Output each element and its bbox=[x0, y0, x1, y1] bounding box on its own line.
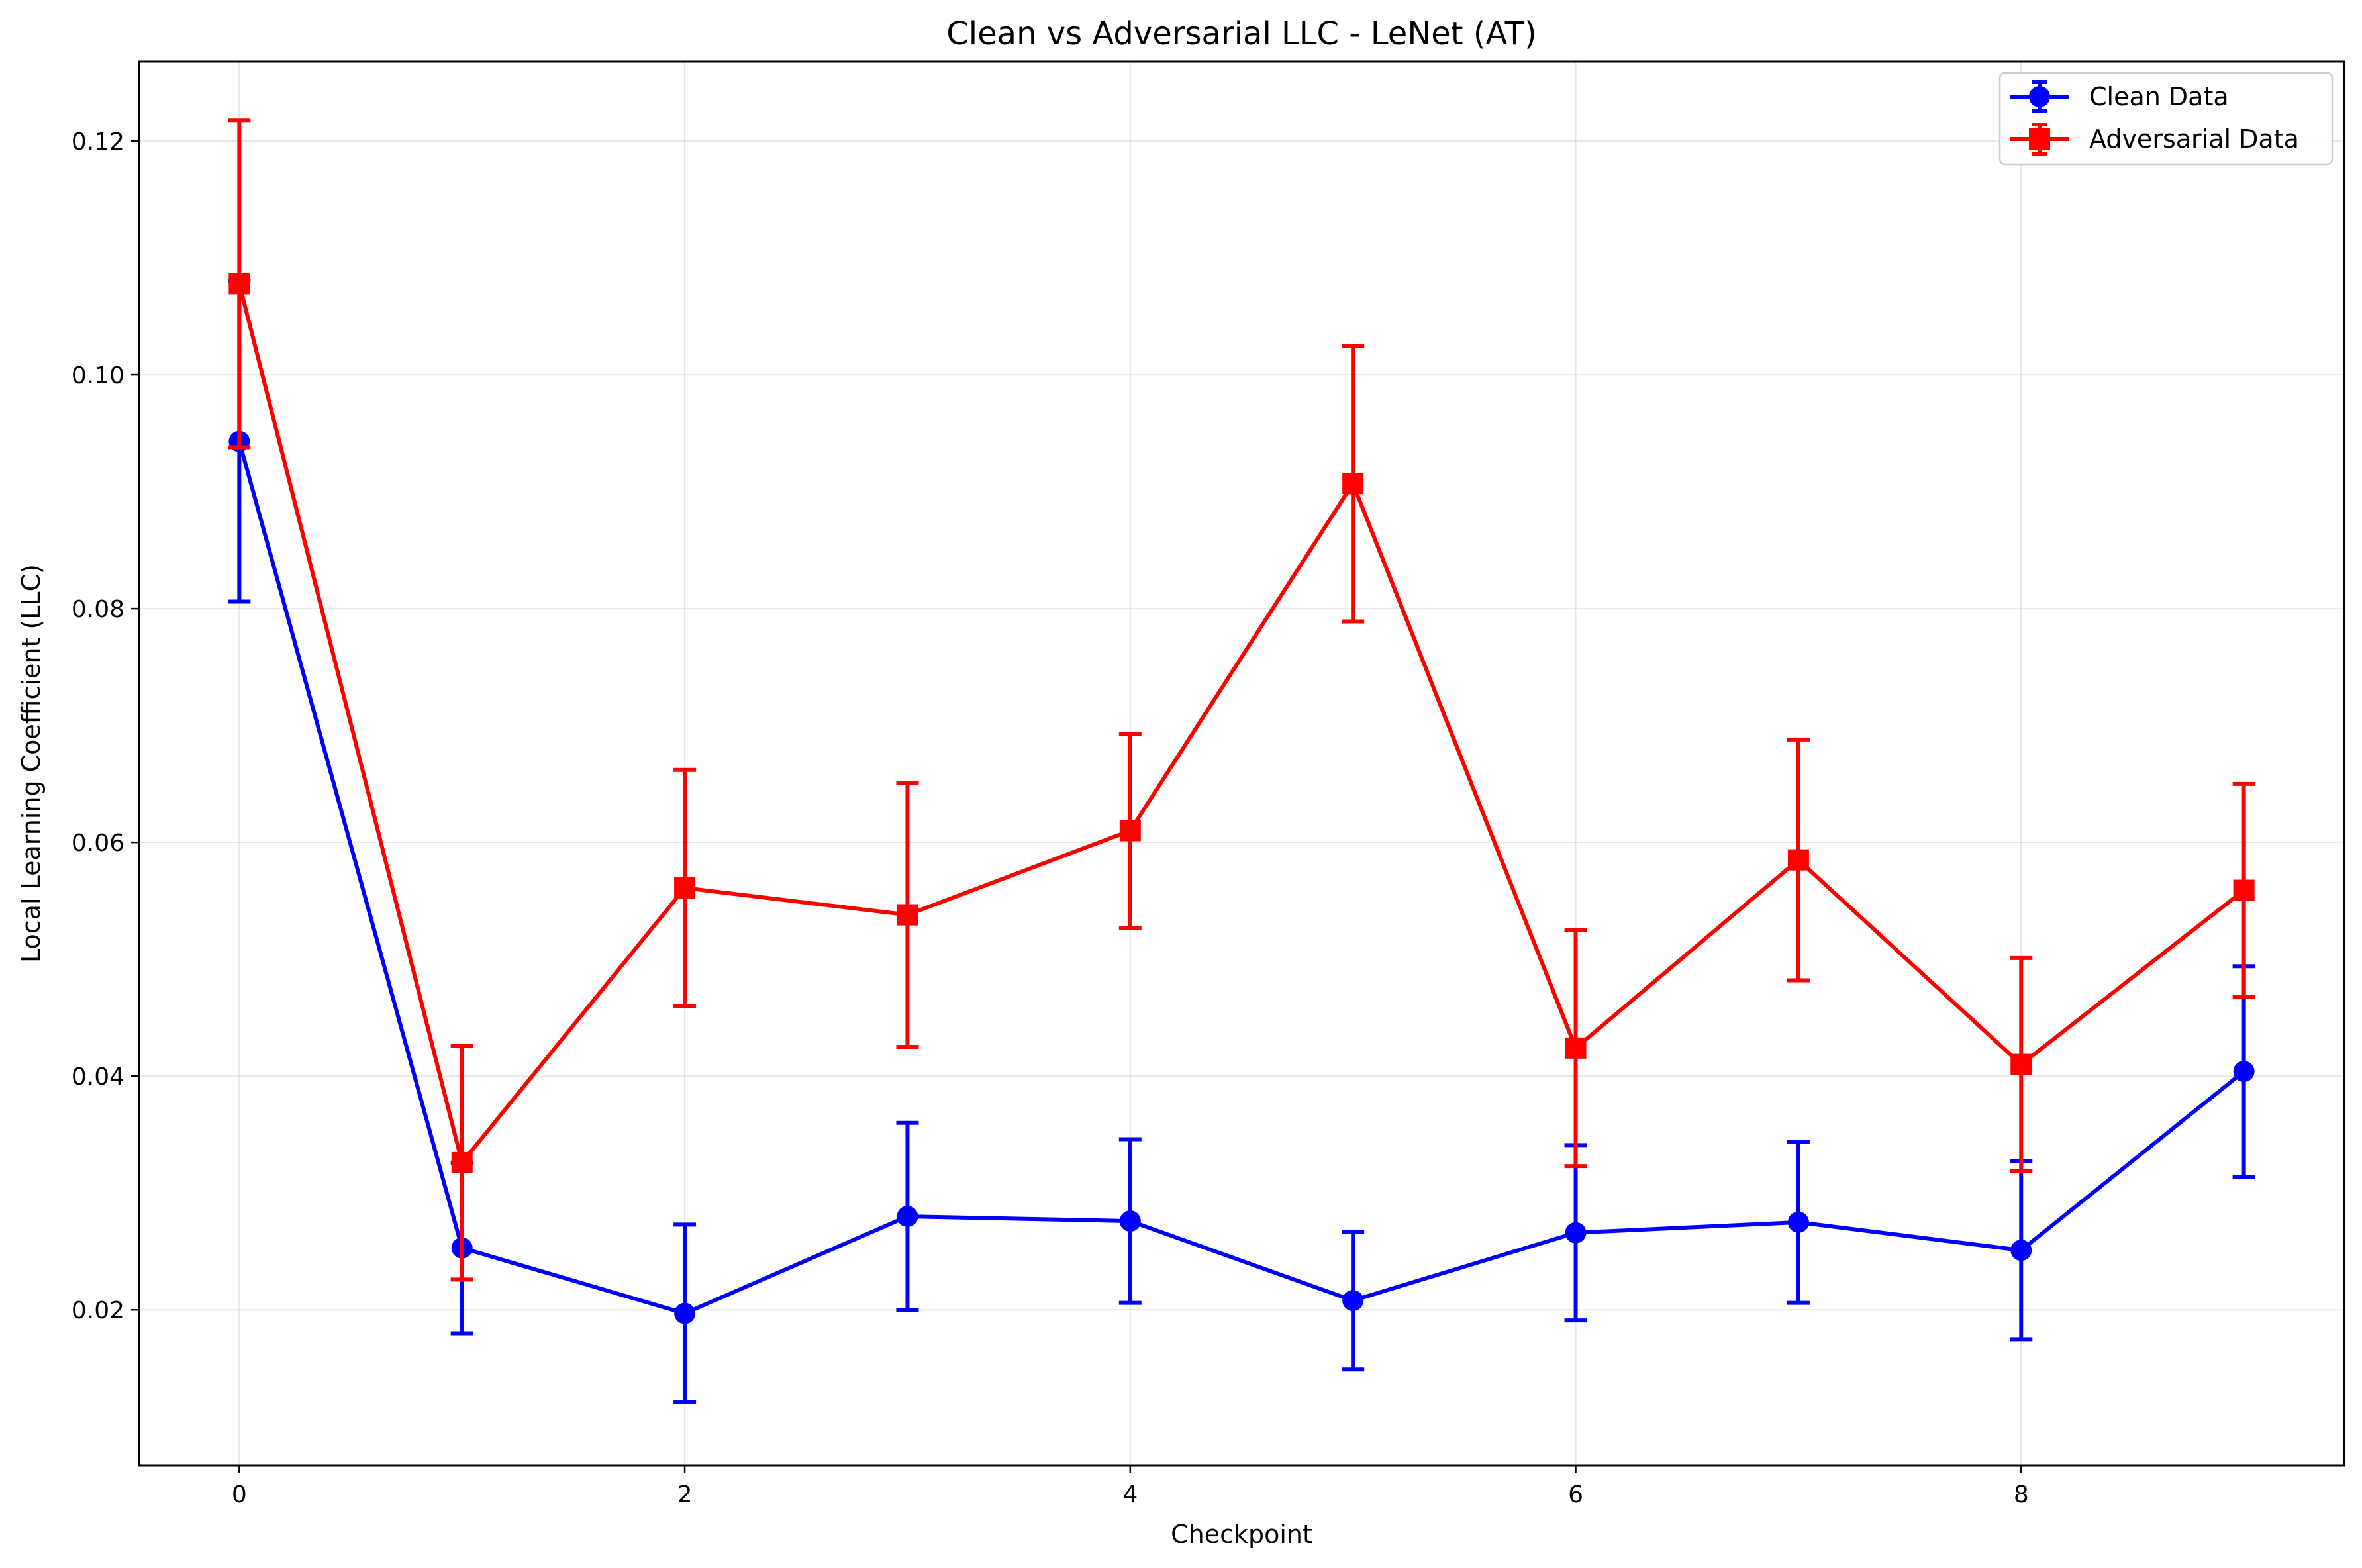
series-line bbox=[237, 440, 2245, 1316]
legend-item: Adversarial Data bbox=[2010, 122, 2299, 156]
y-tick-label: 0.04 bbox=[72, 1063, 124, 1091]
data-point bbox=[1119, 820, 1141, 842]
data-point bbox=[228, 273, 250, 295]
data-point bbox=[1342, 473, 1364, 495]
x-tick-label: 2 bbox=[677, 1481, 693, 1508]
legend-box bbox=[1998, 72, 2334, 166]
data-point bbox=[1787, 849, 1809, 871]
x-tick-label: 6 bbox=[1568, 1481, 1583, 1508]
series-adversarial bbox=[228, 118, 2255, 1282]
series-layer bbox=[228, 118, 2255, 1404]
y-tick-label: 0.08 bbox=[72, 596, 124, 623]
chart-title: Clean vs Adversarial LLC - LeNet (AT) bbox=[946, 15, 1536, 52]
x-tick-label: 8 bbox=[2014, 1481, 2029, 1508]
y-tick-label: 0.12 bbox=[72, 128, 124, 156]
data-point bbox=[1565, 1222, 1587, 1244]
grid bbox=[139, 62, 2344, 1465]
legend-label: Clean Data bbox=[2089, 82, 2229, 111]
data-point bbox=[1787, 1211, 1809, 1233]
data-point bbox=[674, 877, 696, 899]
x-axis-label: Checkpoint bbox=[1171, 1520, 1312, 1549]
data-point bbox=[2233, 1061, 2255, 1083]
data-point bbox=[897, 904, 918, 926]
x-tick-label: 0 bbox=[232, 1481, 247, 1508]
data-point bbox=[1119, 1210, 1141, 1232]
data-point bbox=[674, 1302, 696, 1324]
legend-label: Adversarial Data bbox=[2089, 124, 2299, 154]
data-point bbox=[451, 1152, 473, 1173]
series-line bbox=[237, 283, 2245, 1165]
plot-frame bbox=[138, 60, 2345, 1467]
series-clean bbox=[228, 279, 2255, 1404]
ticks: 0 2 4 6 8 0.02 0.04 0.06 0.08 0.10 0.12 bbox=[72, 128, 2029, 1508]
x-tick-label: 4 bbox=[1122, 1481, 1138, 1508]
data-point bbox=[1565, 1037, 1587, 1059]
data-point bbox=[2010, 1240, 2032, 1261]
y-axis-label: Local Learning Coefficient (LLC) bbox=[17, 564, 46, 963]
data-point bbox=[897, 1206, 918, 1228]
y-tick-label: 0.02 bbox=[72, 1297, 124, 1324]
data-point bbox=[2233, 879, 2255, 901]
legend-item: Clean Data bbox=[2010, 80, 2229, 113]
legend: Clean Data Adversarial Data bbox=[1998, 72, 2334, 166]
legend-marker bbox=[2029, 86, 2050, 107]
data-point bbox=[2010, 1054, 2032, 1075]
y-tick-label: 0.10 bbox=[72, 362, 124, 389]
data-point bbox=[1342, 1290, 1364, 1312]
legend-marker bbox=[2029, 128, 2050, 150]
y-tick-label: 0.06 bbox=[72, 830, 124, 857]
